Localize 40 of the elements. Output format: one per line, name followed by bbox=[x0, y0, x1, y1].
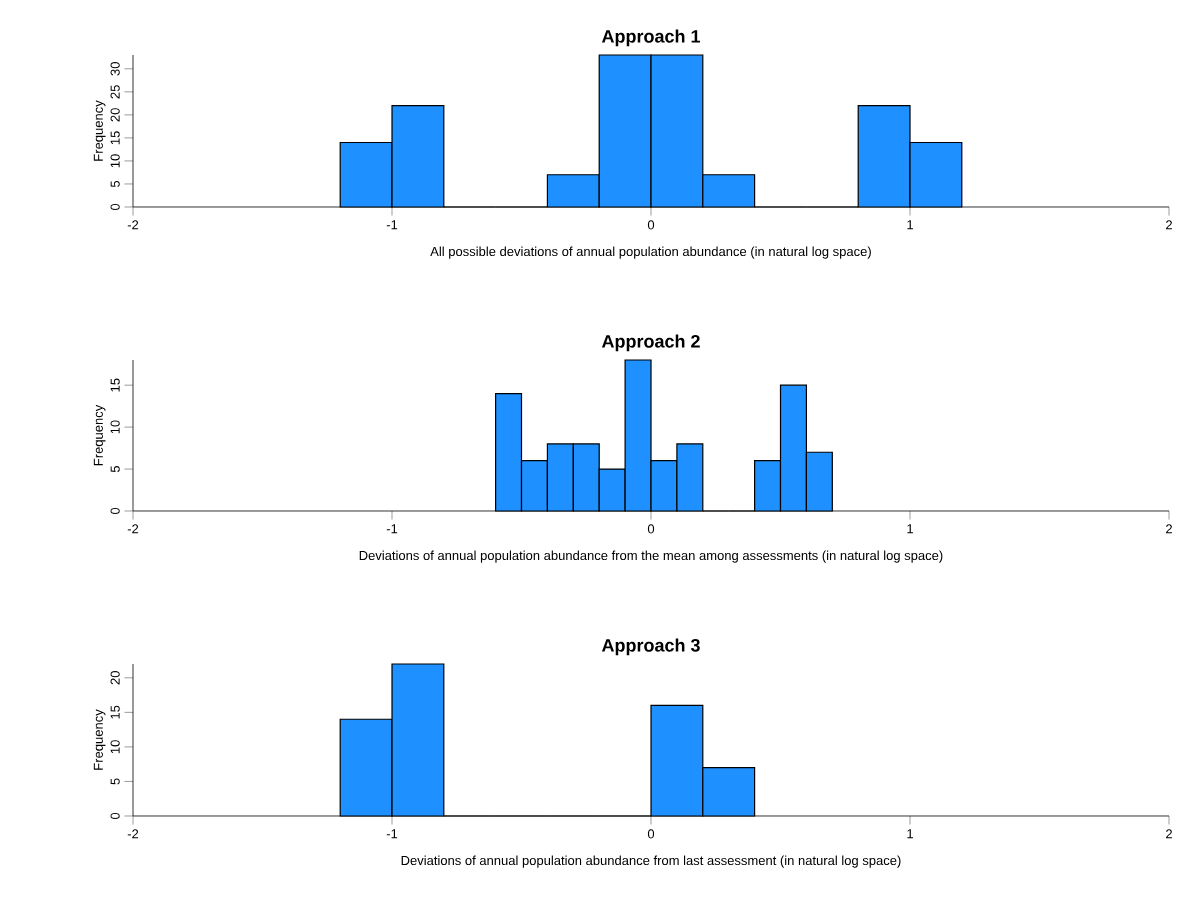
y-tick-label: 5 bbox=[110, 465, 120, 473]
y-tick-label: 5 bbox=[110, 180, 120, 188]
x-tick-label: 2 bbox=[1166, 829, 1172, 839]
x-tick-label: 2 bbox=[1166, 524, 1172, 534]
x-tick-label: -2 bbox=[127, 220, 139, 230]
y-tick-label: 20 bbox=[110, 108, 120, 122]
y-tick-label: 10 bbox=[110, 154, 120, 168]
x-tick-label: 1 bbox=[907, 220, 913, 230]
y-tick-label: 0 bbox=[110, 203, 120, 211]
x-tick-label: -1 bbox=[386, 524, 398, 534]
x-tick-label: 0 bbox=[647, 524, 655, 534]
x-axis-title: All possible deviations of annual population abundance (in natural log space) bbox=[430, 246, 871, 259]
chart-title: Approach 2 bbox=[601, 334, 700, 352]
y-tick-label: 0 bbox=[110, 812, 120, 820]
x-tick-label: -1 bbox=[386, 220, 398, 230]
x-tick-label: 1 bbox=[907, 829, 913, 839]
y-axis-title: Frequency bbox=[93, 100, 106, 161]
y-tick-label: 15 bbox=[110, 378, 120, 392]
y-axis-title: Frequency bbox=[93, 404, 106, 466]
y-axis-title: Frequency bbox=[93, 709, 106, 770]
y-tick-label: 10 bbox=[110, 740, 120, 754]
x-tick-label: 0 bbox=[647, 829, 655, 839]
y-tick-label: 15 bbox=[110, 131, 120, 145]
y-tick-label: 20 bbox=[110, 671, 120, 685]
chart-title: Approach 1 bbox=[601, 29, 700, 47]
x-tick-label: 2 bbox=[1166, 220, 1172, 230]
y-tick-label: 0 bbox=[110, 507, 120, 515]
y-tick-label: 25 bbox=[110, 85, 120, 99]
x-tick-label: -2 bbox=[127, 524, 139, 534]
x-tick-label: 1 bbox=[907, 524, 913, 534]
y-tick-label: 10 bbox=[110, 420, 120, 434]
y-tick-label: 5 bbox=[110, 778, 120, 785]
y-tick-label: 30 bbox=[110, 62, 120, 76]
x-tick-label: -1 bbox=[386, 829, 398, 839]
y-tick-label: 15 bbox=[110, 705, 120, 719]
x-axis-title: Deviations of annual population abundance from the mean among assessments (in natural log space) bbox=[359, 550, 943, 563]
x-tick-label: 0 bbox=[647, 220, 655, 230]
chart-title: Approach 3 bbox=[601, 638, 700, 656]
x-axis-title: Deviations of annual population abundance from last assessment (in natural log space) bbox=[401, 855, 901, 868]
x-tick-label: -2 bbox=[127, 829, 139, 839]
